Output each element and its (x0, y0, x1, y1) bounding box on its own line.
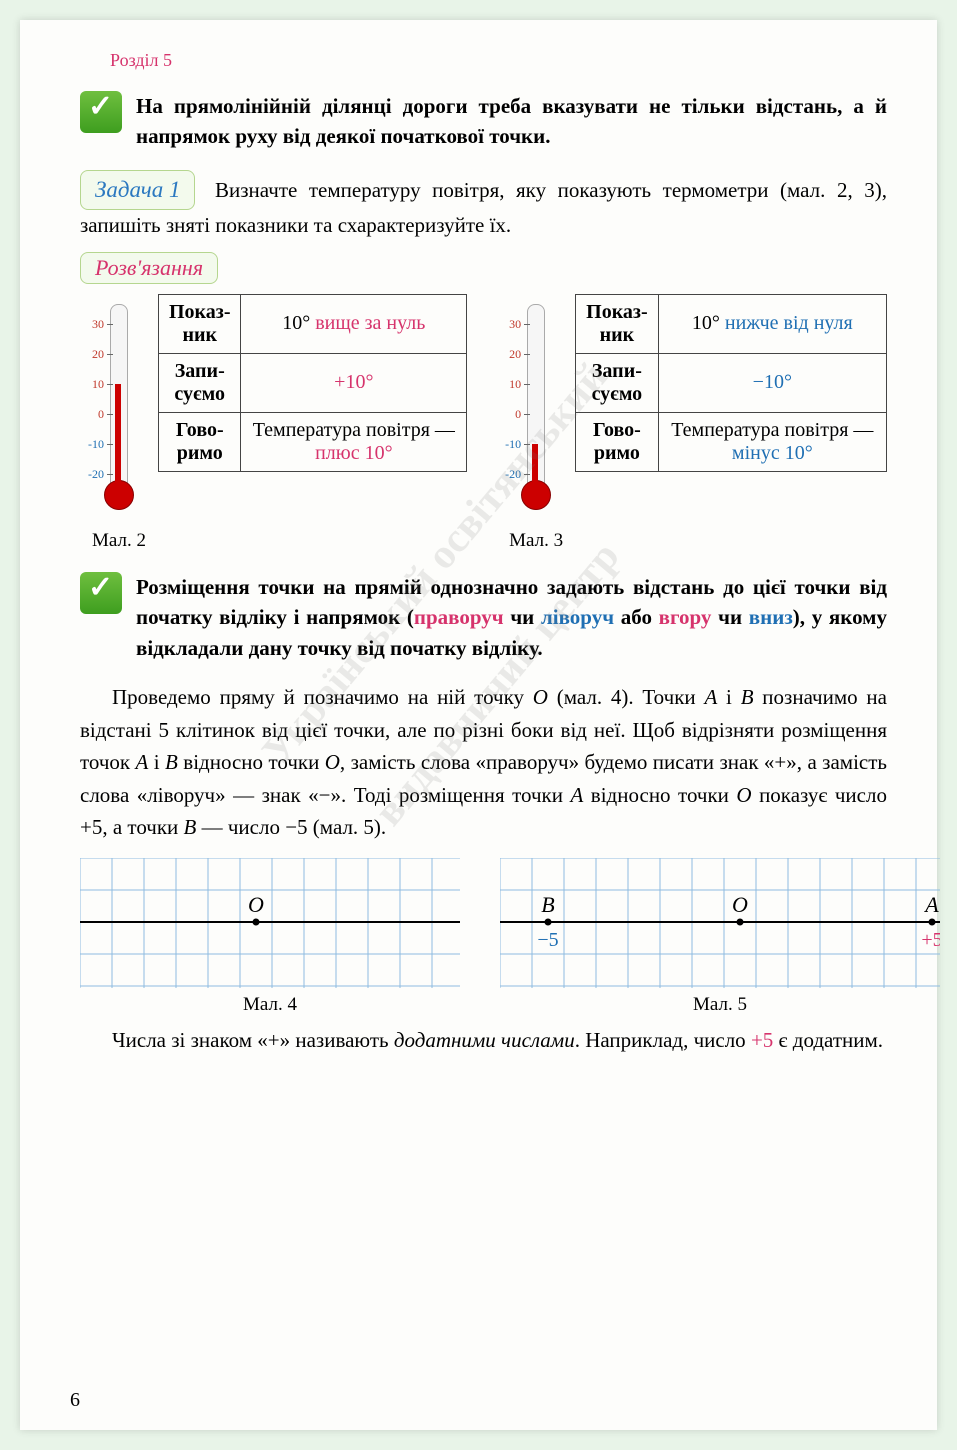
paragraph-2: Числа зі знаком «+» називають додатними … (80, 1024, 887, 1057)
thermometer-left: 3020100-10-20 (80, 294, 150, 524)
svg-text:B: B (541, 892, 554, 917)
task-text: Визначте температуру повітря, яку показу… (80, 178, 887, 238)
svg-text:O: O (248, 892, 264, 917)
number-line-figures: O Мал. 4 B−5OA+5 Мал. 5 (80, 858, 887, 1016)
page-number: 6 (70, 1389, 80, 1412)
solution-label: Розв'язання (80, 252, 218, 284)
thermometer-right: 3020100-10-20 (497, 294, 567, 524)
svg-text:A: A (923, 892, 939, 917)
svg-text:+5: +5 (921, 929, 940, 951)
thermo-set-left: 3020100-10-20 Мал. 2 Показ-ник10° вище з… (80, 294, 467, 552)
chapter-label: Розділ 5 (110, 50, 887, 71)
figure-5: B −5 O A +5 Мал. 5 (500, 858, 940, 1016)
page: Розділ 5 На прямолінійній ділянці дороги… (20, 20, 937, 1430)
task-block: Задача 1 Визначте температуру повітря, я… (80, 170, 887, 242)
table-left: Показ-ник10° вище за нульЗапи-суємо+10°Г… (158, 294, 467, 472)
figure-4: O Мал. 4 (80, 858, 460, 1016)
caption-mal4: Мал. 4 (80, 994, 460, 1016)
table-right: Показ-ник10° нижче від нуляЗапи-суємо−10… (575, 294, 887, 472)
svg-text:−5: −5 (537, 929, 558, 951)
caption-mal5: Мал. 5 (500, 994, 940, 1016)
task-label: Задача 1 (80, 170, 195, 211)
note-block-1: На прямолінійній ділянці дороги треба вк… (80, 91, 887, 152)
thermo-set-right: 3020100-10-20 Мал. 3 Показ-ник10° нижче … (497, 294, 887, 552)
check-icon (80, 91, 122, 133)
note-block-2: Розміщення точки на прямій однозначно за… (80, 572, 887, 663)
caption-mal3: Мал. 3 (509, 530, 563, 552)
note-text-2: Розміщення точки на прямій однозначно за… (136, 572, 887, 663)
caption-mal2: Мал. 2 (92, 530, 146, 552)
check-icon (80, 572, 122, 614)
svg-text:O: O (732, 892, 748, 917)
thermometer-row: 3020100-10-20 Мал. 2 Показ-ник10° вище з… (80, 294, 887, 552)
paragraph-1: Проведемо пряму й позначимо на ній точку… (80, 681, 887, 844)
note-text-1: На прямолінійній ділянці дороги треба вк… (136, 91, 887, 152)
